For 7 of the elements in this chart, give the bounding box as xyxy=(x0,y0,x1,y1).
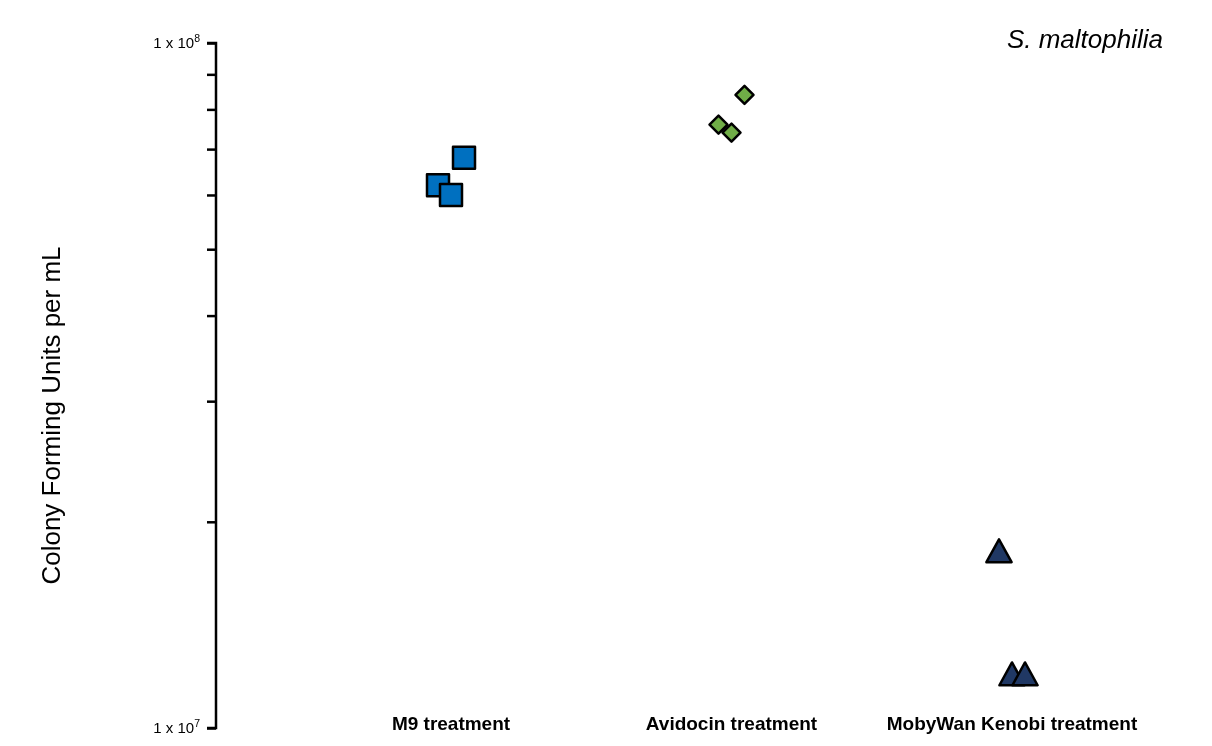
y-tick-label: 1 x 10$^{8}$ xyxy=(153,32,201,52)
chart-title: S. maltophilia xyxy=(1006,24,1163,54)
x-tick-label: Avidocin treatment xyxy=(645,712,818,734)
y-axis-title: Colony Forming Units per mL xyxy=(36,246,66,585)
x-tick-label: M9 treatment xyxy=(391,712,511,734)
y-tick-label: 1 x 10$^{7}$ xyxy=(153,717,201,737)
x-tick-label: MobyWan Kenobi treatment xyxy=(886,712,1138,734)
